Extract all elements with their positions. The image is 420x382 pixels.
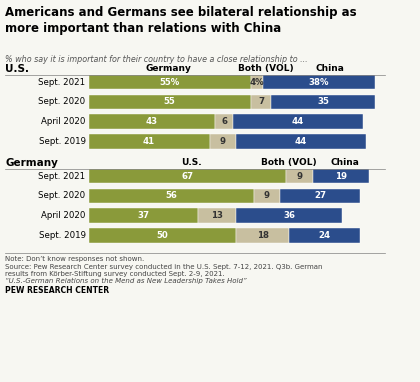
Text: PEW RESEARCH CENTER: PEW RESEARCH CENTER <box>5 286 109 295</box>
Bar <box>236 228 289 243</box>
Bar <box>289 228 360 243</box>
Text: 6: 6 <box>221 117 227 126</box>
Text: 9: 9 <box>297 172 302 181</box>
Text: 9: 9 <box>264 191 270 201</box>
Text: 41: 41 <box>143 137 155 146</box>
Bar <box>89 209 198 223</box>
Text: 4%: 4% <box>249 78 264 87</box>
Text: Sept. 2019: Sept. 2019 <box>39 137 86 146</box>
Text: Sept. 2021: Sept. 2021 <box>38 172 86 181</box>
Text: 56: 56 <box>165 191 177 201</box>
Text: 37: 37 <box>137 211 149 220</box>
Bar <box>262 75 375 89</box>
Text: 35: 35 <box>317 97 329 106</box>
Text: 43: 43 <box>146 117 158 126</box>
Bar <box>233 114 363 129</box>
Text: % who say it is important for their country to have a close relationship to ...: % who say it is important for their coun… <box>5 55 308 64</box>
Text: 67: 67 <box>181 172 194 181</box>
Text: 55%: 55% <box>160 78 180 87</box>
Bar <box>271 95 375 109</box>
Text: Germany: Germany <box>145 65 191 73</box>
Bar <box>254 189 280 203</box>
Text: 9: 9 <box>220 137 226 146</box>
Text: 13: 13 <box>211 211 223 220</box>
Text: Sept. 2019: Sept. 2019 <box>39 231 86 240</box>
Bar <box>215 114 233 129</box>
Text: 27: 27 <box>314 191 326 201</box>
Bar <box>89 95 251 109</box>
Text: U.S.: U.S. <box>181 159 202 167</box>
Text: Both (VOL): Both (VOL) <box>238 65 293 73</box>
Bar <box>89 114 215 129</box>
Text: 36: 36 <box>283 211 295 220</box>
Text: 7: 7 <box>258 97 264 106</box>
Text: 18: 18 <box>257 231 268 240</box>
Text: Americans and Germans see bilateral relationship as
more important than relation: Americans and Germans see bilateral rela… <box>5 6 357 35</box>
Bar <box>89 75 251 89</box>
Bar <box>236 209 342 223</box>
Bar <box>236 134 366 149</box>
Text: Note: Don’t know responses not shown.: Note: Don’t know responses not shown. <box>5 256 144 262</box>
Bar <box>280 189 360 203</box>
Text: Germany: Germany <box>5 158 58 168</box>
Text: 44: 44 <box>292 117 304 126</box>
Bar <box>312 169 369 183</box>
Text: 19: 19 <box>335 172 346 181</box>
Bar <box>251 75 262 89</box>
Bar <box>198 209 236 223</box>
Bar <box>286 169 312 183</box>
Text: April 2020: April 2020 <box>41 117 86 126</box>
Text: Sept. 2020: Sept. 2020 <box>38 97 86 106</box>
Text: 38%: 38% <box>308 78 329 87</box>
Text: U.S.: U.S. <box>5 64 29 74</box>
Text: results from Körber-Stiftung survey conducted Sept. 2-9, 2021.: results from Körber-Stiftung survey cond… <box>5 271 225 277</box>
Text: Source: Pew Research Center survey conducted in the U.S. Sept. 7-12, 2021. Q3b. : Source: Pew Research Center survey condu… <box>5 264 323 270</box>
Text: 55: 55 <box>164 97 176 106</box>
Text: “U.S.-German Relations on the Mend as New Leadership Takes Hold”: “U.S.-German Relations on the Mend as Ne… <box>5 278 247 284</box>
Bar <box>210 134 236 149</box>
Text: 50: 50 <box>157 231 168 240</box>
Text: Both (VOL): Both (VOL) <box>261 159 317 167</box>
Bar <box>89 228 236 243</box>
Text: 44: 44 <box>295 137 307 146</box>
Text: 24: 24 <box>318 231 331 240</box>
Text: China: China <box>331 159 360 167</box>
Bar <box>89 189 254 203</box>
Bar <box>89 134 210 149</box>
Text: Sept. 2021: Sept. 2021 <box>38 78 86 87</box>
Bar <box>89 169 286 183</box>
Text: China: China <box>316 65 345 73</box>
Text: Sept. 2020: Sept. 2020 <box>38 191 86 201</box>
Text: April 2020: April 2020 <box>41 211 86 220</box>
Bar <box>251 95 271 109</box>
